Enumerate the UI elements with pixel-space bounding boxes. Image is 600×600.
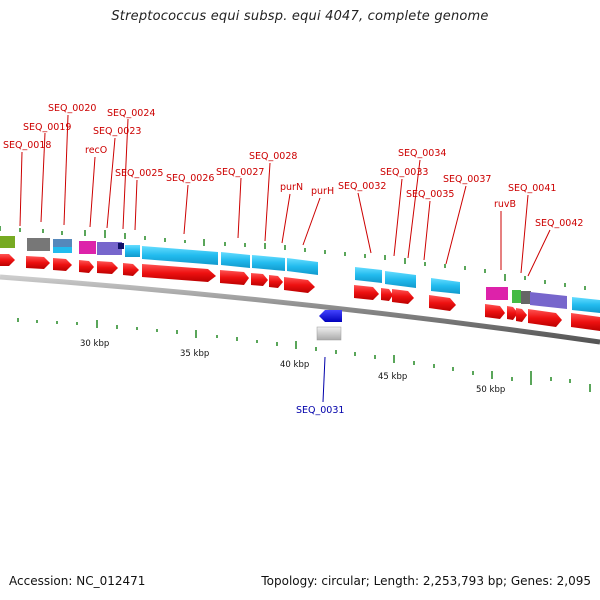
forward-cds-track — [0, 254, 600, 331]
accession-text: Accession: NC_012471 — [9, 574, 146, 588]
tick-label-30kbp: 30 kbp — [80, 339, 109, 349]
gene-label-purn[interactable]: purN — [280, 182, 303, 193]
label-leader-seq0031 — [322, 356, 326, 403]
gene-label-seq0020[interactable]: SEQ_0020 — [48, 103, 96, 114]
gene-label-seq0018[interactable]: SEQ_0018 — [3, 140, 51, 151]
gene-label-seq0032[interactable]: SEQ_0032 — [338, 181, 386, 192]
tick-label-40kbp: 40 kbp — [280, 360, 309, 370]
genome-summary-text: Topology: circular; Length: 2,253,793 bp… — [261, 574, 591, 588]
scale-ticks — [17, 318, 591, 392]
upper-ticks — [0, 226, 586, 290]
gene-label-seq0034[interactable]: SEQ_0034 — [398, 148, 446, 159]
gene-label-seq0024[interactable]: SEQ_0024 — [107, 108, 155, 119]
gene-label-seq0025[interactable]: SEQ_0025 — [115, 168, 163, 179]
tick-label-35kbp: 35 kbp — [180, 349, 209, 359]
gene-label-seq0037[interactable]: SEQ_0037 — [443, 174, 491, 185]
map-title: Streptococcus equi subsp. equi 4047, com… — [111, 9, 489, 24]
reverse-cds-track — [316, 310, 342, 341]
gene-label-ruvb[interactable]: ruvB — [494, 199, 516, 210]
gene-label-seq0042[interactable]: SEQ_0042 — [535, 218, 583, 229]
gene-label-seq0033[interactable]: SEQ_0033 — [380, 167, 428, 178]
gene-label-seq0028[interactable]: SEQ_0028 — [249, 151, 297, 162]
gene-label-seq0035[interactable]: SEQ_0035 — [406, 189, 454, 200]
genome-backbone — [0, 274, 600, 345]
gene-label-seq0023[interactable]: SEQ_0023 — [93, 126, 141, 137]
gene-label-seq0019[interactable]: SEQ_0019 — [23, 122, 71, 133]
gene-label-reco[interactable]: recO — [85, 145, 107, 156]
tick-label-45kbp: 45 kbp — [378, 372, 407, 382]
tick-label-50kbp: 50 kbp — [476, 385, 505, 395]
gene-label-seq0027[interactable]: SEQ_0027 — [216, 167, 264, 178]
gene-label-purh[interactable]: purH — [311, 186, 334, 197]
gene-label-seq0041[interactable]: SEQ_0041 — [508, 183, 556, 194]
cog-strip — [0, 236, 600, 313]
gene-label-seq0031[interactable]: SEQ_0031 — [296, 405, 344, 416]
gene-label-seq0026[interactable]: SEQ_0026 — [166, 173, 214, 184]
label-leaders — [19, 114, 551, 277]
